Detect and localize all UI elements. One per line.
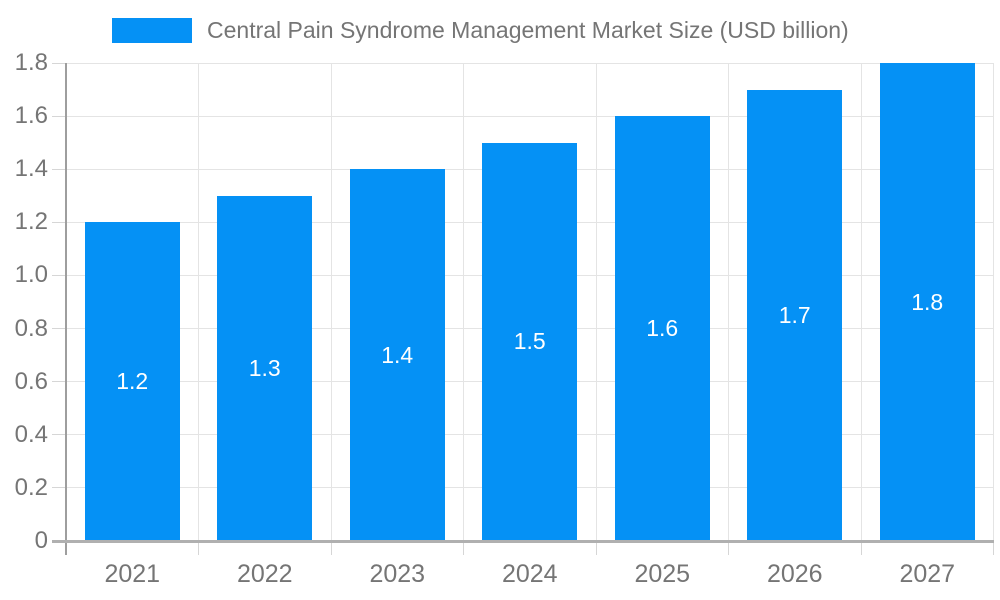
bar-value-label: 1.4 [381,341,414,368]
x-axis-baseline [52,539,994,543]
y-axis-tick [52,328,66,330]
y-tick-label: 1.6 [14,102,48,130]
x-tick-label: 2023 [369,560,426,588]
y-tick-label: 1.0 [14,261,48,289]
bar: 1.5 [482,142,578,541]
x-axis-tick [993,541,994,555]
legend-swatch [112,18,192,43]
y-tick-label: 0.8 [14,314,48,342]
bar: 1.8 [879,63,975,541]
y-tick-label: 0 [34,527,48,554]
bar-value-label: 1.8 [911,288,944,315]
x-axis-tick [595,541,597,555]
v-gridline [860,63,862,541]
x-axis-tick [330,541,332,555]
bar-value-label: 1.6 [646,315,679,342]
y-axis-tick [52,115,66,117]
x-tick-label: 2027 [899,560,956,588]
legend-label: Central Pain Syndrome Management Market … [207,17,849,43]
v-gridline [198,63,199,541]
bar: 1.2 [84,222,180,541]
h-gridline [66,62,994,64]
x-tick-label: 2024 [501,560,558,588]
y-axis-tick [52,221,66,223]
bar: 1.7 [747,89,843,541]
v-gridline [330,63,332,541]
x-axis-tick [728,541,729,555]
v-gridline [993,63,994,541]
y-axis-tick [52,62,66,64]
y-axis-tick [52,381,66,383]
x-tick-label: 2022 [236,560,293,588]
x-axis-tick [198,541,199,555]
y-axis-line [65,63,67,555]
h-gridline [66,115,994,117]
bar-value-label: 1.2 [116,368,149,395]
bar: 1.6 [614,116,710,541]
v-gridline [463,63,464,541]
y-tick-label: 0.4 [14,420,48,448]
y-axis-tick [52,434,66,436]
legend: Central Pain Syndrome Management Market … [112,18,849,43]
x-tick-label: 2021 [104,560,161,588]
y-tick-label: 1.8 [14,49,48,76]
y-tick-label: 0.2 [14,473,48,501]
y-axis-tick [52,274,66,276]
y-axis-tick [52,168,66,170]
x-tick-label: 2025 [634,560,691,588]
x-tick-label: 2026 [766,560,823,588]
bar-value-label: 1.5 [513,328,546,355]
bar-value-label: 1.7 [778,301,811,328]
v-gridline [728,63,729,541]
bar-value-label: 1.3 [248,354,281,381]
bar: 1.3 [217,195,313,541]
x-axis-tick [860,541,862,555]
v-gridline [595,63,597,541]
y-tick-label: 1.2 [14,208,48,236]
y-tick-label: 1.4 [14,155,48,183]
y-tick-label: 0.6 [14,367,48,395]
y-axis-tick [52,487,66,489]
x-axis-tick [463,541,464,555]
bar: 1.4 [349,169,445,541]
